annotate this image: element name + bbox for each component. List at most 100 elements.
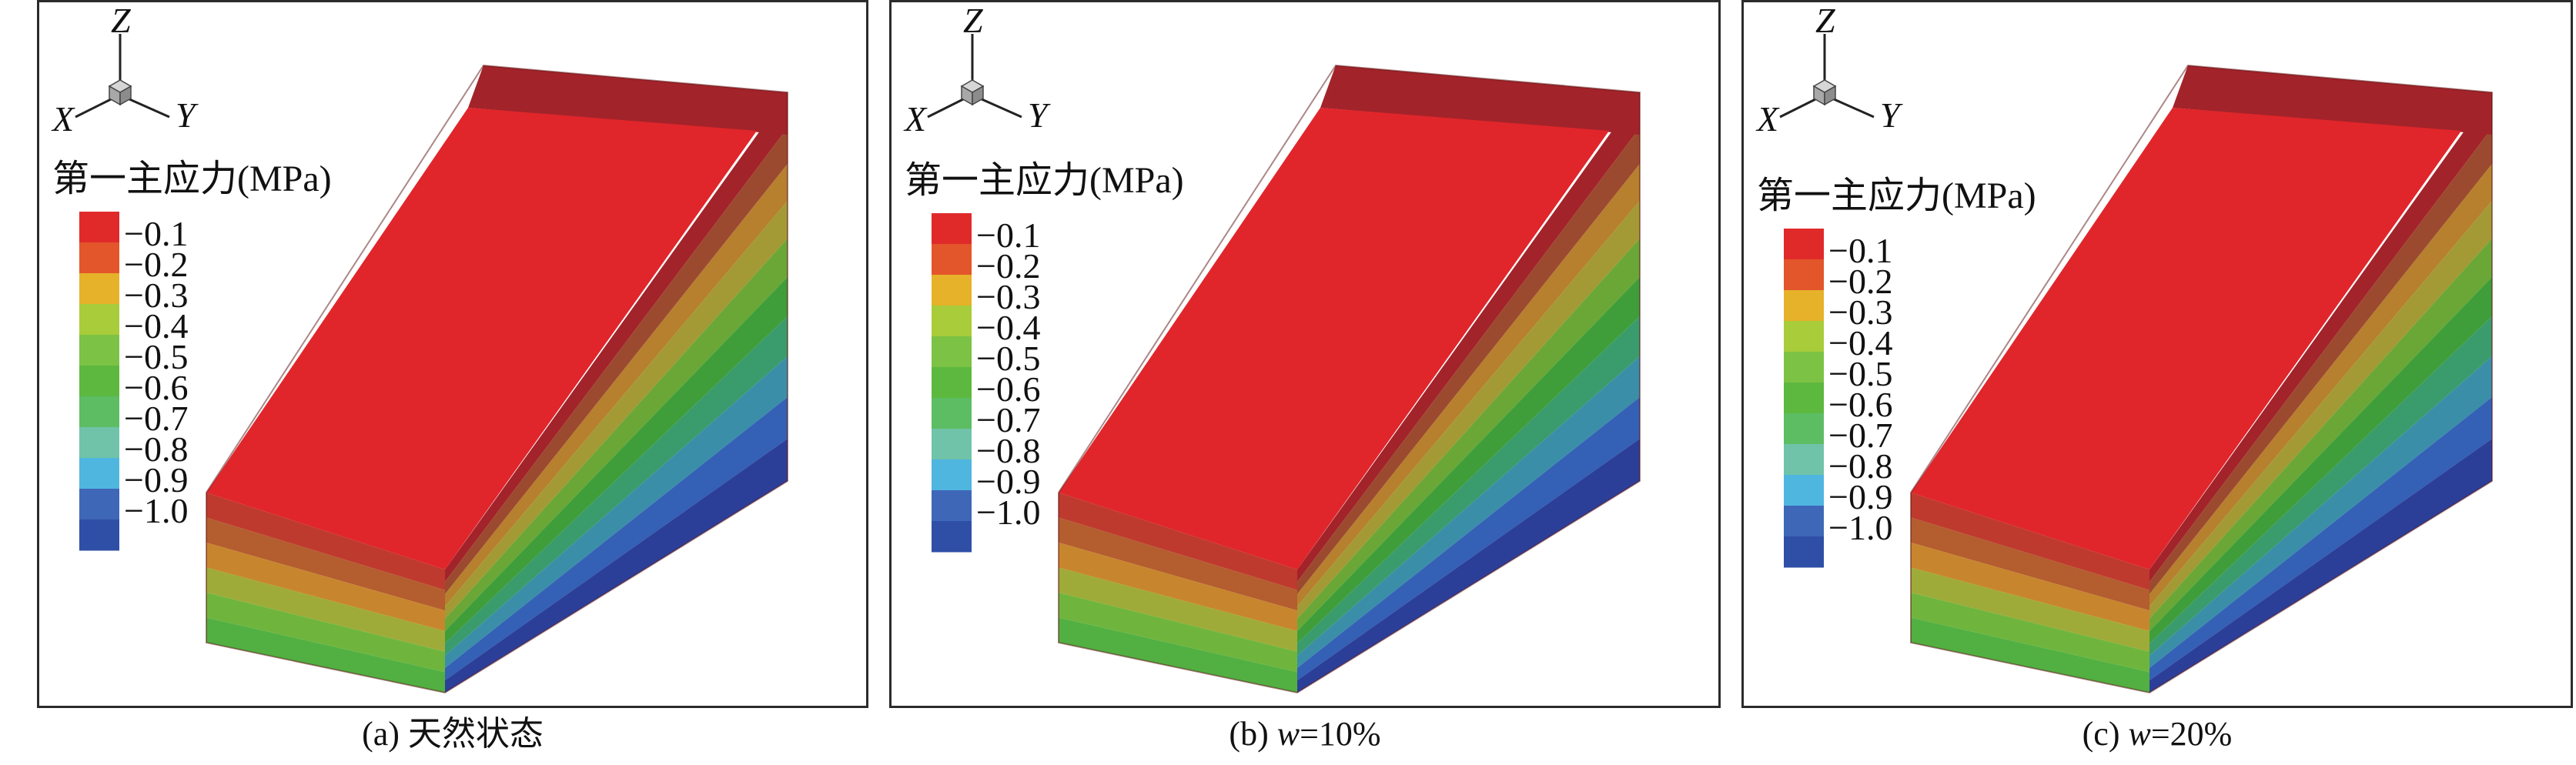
legend-tick-label: −0.8 [1828,446,1892,486]
legend-swatch [1784,444,1824,476]
legend-swatch [79,396,119,428]
legend-swatch [932,459,972,491]
caption-prefix: (b) [1229,715,1277,753]
legend-tick-label: −0.7 [124,399,188,438]
front-face-band [1911,567,2149,652]
legend-tick-label: −0.3 [124,276,188,315]
front-face-band [1059,567,1297,652]
legend-swatch [79,489,119,520]
legend-swatch [79,366,119,397]
front-face-band [206,567,445,652]
front-face-band [1911,493,2149,590]
legend-swatch [932,521,972,553]
legend-tick-label: −0.2 [1828,262,1892,301]
legend-tick-label: −0.9 [976,462,1040,501]
top-face-rim [1320,65,1640,135]
caption-prefix: (c) [2082,715,2129,753]
top-face [206,108,757,570]
legend-swatch [932,244,972,276]
front-face-band [1059,617,1297,693]
model-outline [1058,64,1641,694]
panel-c: Z X Y 第一主应力(MPa) −0.1 −0.2 −0.3 −0.4 −0.5 −0.6 −0.… [1741,0,2576,765]
legend-tick-label: −0.4 [976,308,1040,347]
legend-tick-label: −0.4 [1828,323,1892,362]
legend-tick-label: −0.9 [1828,477,1892,516]
legend-swatch [1784,475,1824,506]
legend-tick-label: −0.9 [124,460,188,499]
legend-swatch [79,458,119,489]
legend-tick-label: −0.3 [1828,292,1892,332]
caption-text: =10% [1300,715,1381,753]
slope-face-band [445,356,788,668]
x-axis-line [927,97,965,119]
stress-legend: 第一主应力(MPa)−0.1−0.2−0.3−0.4−0.5−0.6−0.7−0… [1757,175,2036,568]
stress-figure: ZX Y第一主应力(MPa)−0.1−0.2−0.3−0.4−0.5−0.6−0.… [51,1,788,694]
slope-face-band [2149,92,2492,582]
legend-swatch [79,242,119,274]
slope-face-band [445,396,788,680]
panel-caption: (a) 天然状态 [37,714,868,755]
stress-figure: ZX Y 第一主应力(MPa) −0.1−0.2−0.3−0.4−0.5−0.6 −0.… [1755,1,2493,694]
front-face-band [206,617,445,693]
z-axis-label: Z [1815,1,1835,40]
legend-tick-label: −0.6 [976,369,1040,409]
cube-right-icon [1824,85,1836,106]
legend-title: 第一主应力(MPa) [52,159,332,199]
legend-swatch [1784,352,1824,383]
slope-face-band [2149,200,2492,619]
legend-swatch [1784,382,1824,414]
x-axis-label: X [51,99,75,139]
slope-face-band [445,316,788,656]
legend-tick-label: −0.1 [124,214,188,253]
legend-swatch [932,490,972,522]
slope-face-band [445,92,788,582]
legend-swatch [79,427,119,459]
slope-model [1058,64,1641,694]
front-face-band [206,543,445,631]
top-face-rim [2173,65,2492,135]
slope-face-band [2149,276,2492,643]
slope-face-band [2149,238,2492,631]
legend-tick-label: −0.6 [1828,385,1892,424]
legend-tick-label: −0.5 [1828,354,1892,393]
slope-face-band [445,238,788,631]
slope-face-band [445,276,788,643]
legend-swatch [1784,536,1824,568]
legend-tick-label: −0.1 [976,215,1040,255]
slope-face-band [2149,316,2492,656]
cube-right-icon [119,85,132,106]
legend-swatch [1784,259,1824,291]
legend-title: 第一主应力(MPa) [1757,175,2036,216]
axis-triad: Z X Y [51,1,199,139]
panel-a: Z X Y 第一主应力(MPa) −0.1 −0.2 −0.3 −0.4 −0.5 −0.6 −0.… [37,0,875,765]
legend-swatch [79,212,119,243]
legend-swatch [79,335,119,366]
slope-face-band [2149,163,2492,606]
z-axis-label: Z [963,1,983,40]
x-axis-line [75,97,113,119]
axis-triad: Z X Y [1755,1,1903,139]
front-face-band [1059,493,1297,590]
legend-tick-label: −1.0 [1828,508,1892,547]
legend-tick-label: −0.5 [976,339,1040,378]
legend-swatch [932,275,972,306]
legend-tick-label: −1.0 [976,493,1040,532]
caption-text: 天然状态 [407,715,544,753]
legend-swatch [932,398,972,429]
slope-face-band [445,439,788,693]
slope-face-band [1297,163,1640,606]
slope-face-band [445,200,788,619]
slope-face-band [1297,356,1640,668]
model-outline [1910,64,2493,694]
legend-tick-label: −0.8 [976,431,1040,470]
slope-face-band [2149,396,2492,680]
caption-text: =20% [2150,715,2233,753]
front-face-band [1911,543,2149,631]
legend-tick-label: −0.1 [1828,231,1892,270]
legend-swatch [932,306,972,337]
legend-swatch [1784,321,1824,352]
caption-variable: w [1276,715,1300,753]
legend-swatch [1784,506,1824,537]
legend-swatch [932,213,972,245]
y-axis-line [1832,97,1875,119]
